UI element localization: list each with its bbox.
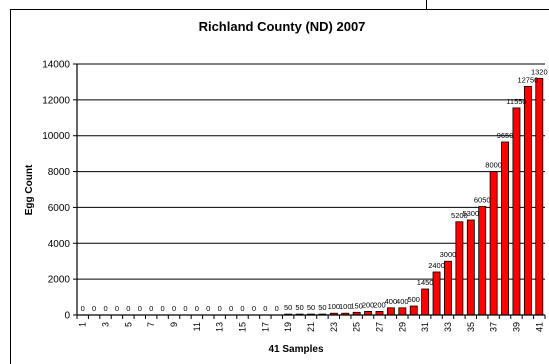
y-tick-label: 4000 bbox=[48, 239, 71, 250]
data-label: 0 bbox=[161, 304, 165, 313]
data-label: 0 bbox=[81, 304, 85, 313]
top-edge-tick bbox=[426, 0, 427, 9]
x-tick-label: 17 bbox=[260, 322, 270, 332]
y-tick-label: 12000 bbox=[42, 95, 70, 106]
data-label: 8000 bbox=[485, 161, 502, 170]
y-tick-label: 10000 bbox=[42, 131, 70, 142]
x-tick-label: 39 bbox=[511, 322, 521, 332]
bar bbox=[398, 307, 407, 316]
y-tick-label: 8000 bbox=[48, 167, 71, 178]
bar bbox=[535, 77, 544, 316]
x-tick-labels: 1 3 5 7 9 11 13 15 17 19 21 23 25 27 29 31 33 35 37 39 41 bbox=[76, 315, 546, 332]
data-label: 5200 bbox=[451, 211, 468, 220]
data-label: 1450 bbox=[417, 278, 434, 287]
bar bbox=[489, 171, 498, 316]
y-tick-labels: 0 2000 4000 6000 8000 10000 12000 14000 bbox=[42, 60, 70, 322]
bar bbox=[386, 307, 395, 316]
x-tick-label: 1 bbox=[78, 322, 88, 327]
y-tick-label: 6000 bbox=[48, 203, 71, 214]
data-label: 150 bbox=[350, 301, 363, 310]
data-label: 0 bbox=[103, 304, 107, 313]
bar bbox=[523, 86, 532, 316]
data-label: 3000 bbox=[440, 250, 457, 259]
y-tick-label: 2000 bbox=[48, 275, 71, 286]
x-tick-label: 29 bbox=[397, 322, 407, 332]
chart-title: Richland County (ND) 2007 bbox=[199, 19, 366, 34]
x-tick-label: 15 bbox=[238, 322, 248, 332]
x-tick-label: 5 bbox=[123, 322, 133, 327]
bar bbox=[432, 271, 441, 316]
data-labels: 0 0 0 0 0 0 0 0 0 0 0 0 0 0 0 0 0 0 50 50 50 50 10010015020020… bbox=[81, 67, 548, 313]
x-tick-label: 3 bbox=[101, 322, 111, 327]
data-label: 0 bbox=[149, 304, 153, 313]
bars bbox=[284, 77, 544, 316]
data-label: 100 bbox=[339, 302, 352, 311]
data-label: 400 bbox=[396, 297, 409, 306]
data-label: 0 bbox=[172, 304, 176, 313]
data-label: 0 bbox=[195, 304, 199, 313]
bar bbox=[444, 260, 452, 316]
data-label: 0 bbox=[229, 304, 233, 313]
data-label: 50 bbox=[295, 303, 303, 312]
data-label: 0 bbox=[218, 304, 222, 313]
gridlines bbox=[73, 63, 545, 316]
data-label: 11550 bbox=[506, 97, 526, 106]
data-label: 500 bbox=[407, 295, 420, 304]
bar bbox=[409, 305, 418, 316]
data-label: 9650 bbox=[497, 131, 514, 140]
data-label: 0 bbox=[183, 304, 187, 313]
x-tick-label: 41 bbox=[534, 322, 544, 332]
data-label: 6050 bbox=[474, 196, 491, 205]
data-label: 0 bbox=[126, 304, 130, 313]
x-tick-label: 25 bbox=[352, 322, 362, 332]
data-label: 0 bbox=[263, 304, 267, 313]
x-tick-label: 27 bbox=[374, 322, 384, 332]
data-label: 400 bbox=[385, 297, 398, 306]
bar bbox=[455, 221, 464, 316]
x-tick-label: 21 bbox=[306, 322, 316, 332]
x-tick-label: 37 bbox=[489, 322, 499, 332]
data-label: 100 bbox=[328, 302, 341, 311]
x-tick-label: 23 bbox=[329, 322, 339, 332]
x-tick-label: 35 bbox=[466, 322, 476, 332]
data-label: 0 bbox=[206, 304, 210, 313]
data-label: 0 bbox=[115, 304, 119, 313]
bar bbox=[512, 107, 521, 316]
bar bbox=[501, 141, 509, 316]
y-tick-label: 14000 bbox=[42, 60, 70, 71]
bar bbox=[466, 219, 475, 316]
x-tick-label: 9 bbox=[169, 322, 179, 327]
data-label: 0 bbox=[92, 304, 96, 313]
y-axis-title: Egg Count bbox=[24, 164, 35, 215]
data-label: 200 bbox=[373, 300, 386, 309]
chart-frame bbox=[10, 9, 549, 364]
x-axis-title: 41 Samples bbox=[268, 344, 323, 355]
bar bbox=[478, 206, 487, 316]
data-label: 200 bbox=[362, 300, 375, 309]
data-label: 50 bbox=[318, 303, 326, 312]
data-label: 2400 bbox=[428, 261, 445, 270]
data-label: 50 bbox=[284, 303, 292, 312]
data-label: 5300 bbox=[462, 209, 479, 218]
x-tick-label: 11 bbox=[192, 322, 202, 331]
data-label: 0 bbox=[252, 304, 256, 313]
x-tick-label: 31 bbox=[420, 322, 430, 332]
x-tick-label: 19 bbox=[283, 322, 293, 332]
x-tick-label: 33 bbox=[443, 322, 453, 332]
data-label: 50 bbox=[307, 303, 315, 312]
data-label: 12750 bbox=[517, 75, 538, 84]
data-label: 0 bbox=[138, 304, 142, 313]
data-label: 1320 bbox=[531, 67, 548, 76]
bar bbox=[421, 288, 430, 316]
y-tick-label: 0 bbox=[64, 311, 70, 322]
x-tick-label: 13 bbox=[215, 322, 225, 332]
data-label: 0 bbox=[275, 304, 279, 313]
data-label: 0 bbox=[240, 304, 244, 313]
x-tick-label: 7 bbox=[146, 322, 156, 327]
